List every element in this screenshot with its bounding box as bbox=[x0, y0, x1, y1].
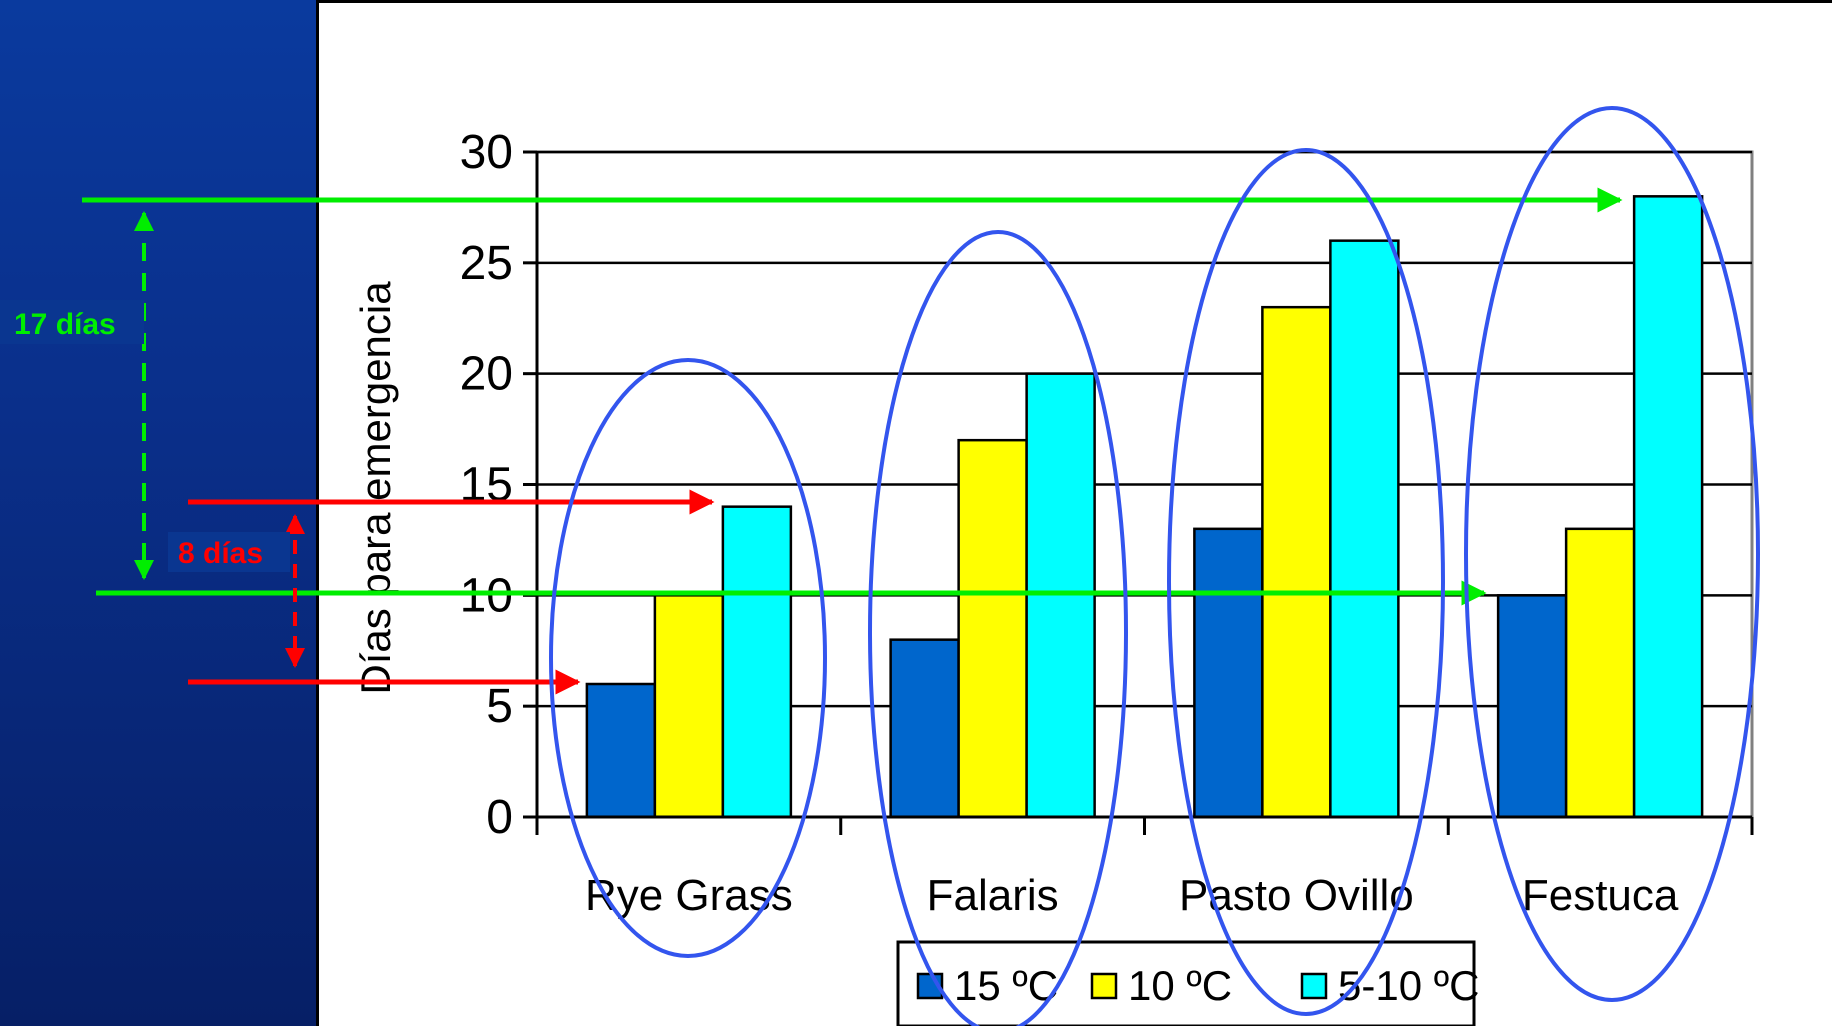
bar bbox=[1564, 527, 1636, 819]
red-span-label: 8 días bbox=[178, 537, 263, 570]
legend-box bbox=[896, 940, 1476, 1026]
bar bbox=[1261, 305, 1332, 819]
bar bbox=[1193, 527, 1264, 819]
red-label-bg bbox=[168, 532, 290, 572]
legend-entry: 10 ºC bbox=[1128, 962, 1232, 1009]
bars bbox=[585, 195, 1704, 819]
x-category-labels: Rye Grass Falaris Pasto Ovillo Festuca bbox=[585, 871, 1679, 920]
legend-entry: 15 ºC bbox=[954, 962, 1058, 1009]
y-tick-label: 30 bbox=[460, 126, 513, 179]
y-axis-label: Días para emergencia bbox=[352, 281, 399, 695]
annotations: 17 días 8 días bbox=[0, 187, 1623, 695]
bar bbox=[957, 438, 1028, 819]
legend-swatch bbox=[916, 972, 944, 1000]
highlight-ellipse bbox=[549, 358, 827, 958]
highlight-ellipses bbox=[549, 106, 1760, 1026]
legend-entry: 5-10 ºC bbox=[1338, 962, 1479, 1009]
y-tick-label: 5 bbox=[486, 680, 513, 733]
y-tick-label: 10 bbox=[460, 569, 513, 622]
green-label-bg bbox=[0, 300, 144, 344]
highlight-ellipse bbox=[1167, 148, 1445, 1016]
highlight-ellipse bbox=[1464, 106, 1760, 1002]
x-category-label: Falaris bbox=[927, 871, 1059, 920]
bar bbox=[1632, 195, 1704, 819]
legend-swatch bbox=[1300, 972, 1328, 1000]
legend: 15 ºC 10 ºC 5-10 ºC bbox=[896, 940, 1479, 1026]
y-tick-label: 25 bbox=[460, 237, 513, 290]
bar bbox=[585, 682, 657, 819]
highlight-ellipse bbox=[868, 230, 1128, 1026]
x-category-label: Festuca bbox=[1522, 871, 1679, 920]
green-span-label: 17 días bbox=[14, 308, 116, 341]
y-tick-label: 0 bbox=[486, 791, 513, 844]
bar bbox=[1496, 594, 1568, 819]
bar bbox=[653, 594, 725, 819]
bar bbox=[889, 638, 960, 819]
bar bbox=[1329, 239, 1400, 819]
legend-swatch bbox=[1090, 972, 1118, 1000]
bar bbox=[721, 505, 793, 819]
x-category-label: Pasto Ovillo bbox=[1179, 871, 1414, 920]
y-tick-label: 20 bbox=[460, 348, 513, 401]
